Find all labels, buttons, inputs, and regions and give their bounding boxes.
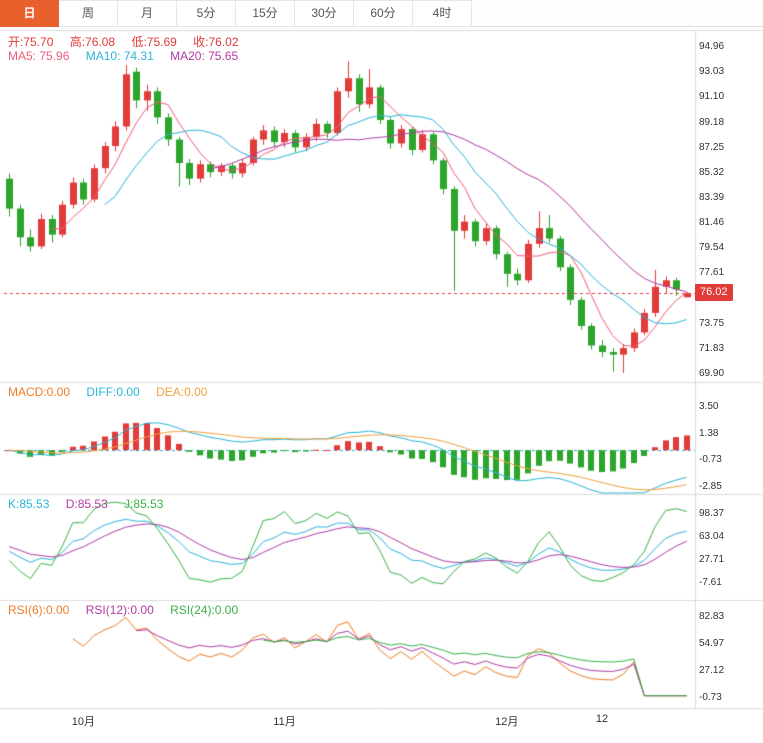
macd-legend: MACD:0.00 DIFF:0.00 DEA:0.00 (8, 385, 220, 399)
rsi-legend: RSI(6):0.00 RSI(12):0.00 RSI(24):0.00 (8, 603, 251, 617)
ma5-value: MA5: 75.96 (8, 49, 70, 63)
tab-5min[interactable]: 5分 (177, 0, 236, 27)
tab-30min[interactable]: 30分 (295, 0, 354, 27)
macd-value: MACD:0.00 (8, 385, 71, 399)
low-value: 低:75.69 (131, 35, 177, 49)
high-value: 高:76.08 (69, 35, 116, 49)
dea-value: DEA:0.00 (156, 385, 208, 399)
k-value: K:85.53 (8, 497, 50, 511)
tab-15min[interactable]: 15分 (236, 0, 295, 27)
tab-month[interactable]: 月 (118, 0, 177, 27)
kdj-legend: K:85.53 D:85.53 J:85.53 (8, 497, 176, 511)
tab-4hour[interactable]: 4时 (413, 0, 472, 27)
j-value: J:85.53 (124, 497, 164, 511)
tab-day[interactable]: 日 (0, 0, 59, 27)
ma-legend: MA5: 75.96 MA10: 74.31 MA20: 75.65 (8, 49, 251, 63)
timeframe-tabbar: 日 周 月 5分 15分 30分 60分 4时 (0, 0, 763, 27)
ohlc-legend: 开:75.70 高:76.08 低:75.69 收:76.02 (8, 33, 252, 50)
tab-60min[interactable]: 60分 (354, 0, 413, 27)
d-value: D:85.53 (65, 497, 108, 511)
rsi12-value: RSI(12):0.00 (85, 603, 154, 617)
rsi6-value: RSI(6):0.00 (8, 603, 70, 617)
tab-week[interactable]: 周 (59, 0, 118, 27)
diff-value: DIFF:0.00 (86, 385, 140, 399)
ma10-value: MA10: 74.31 (85, 49, 154, 63)
current-price-tag: 76.02 (695, 284, 733, 302)
close-value: 收:76.02 (193, 35, 239, 49)
rsi24-value: RSI(24):0.00 (170, 603, 239, 617)
ma20-value: MA20: 75.65 (170, 49, 239, 63)
open-value: 开:75.70 (8, 35, 54, 49)
